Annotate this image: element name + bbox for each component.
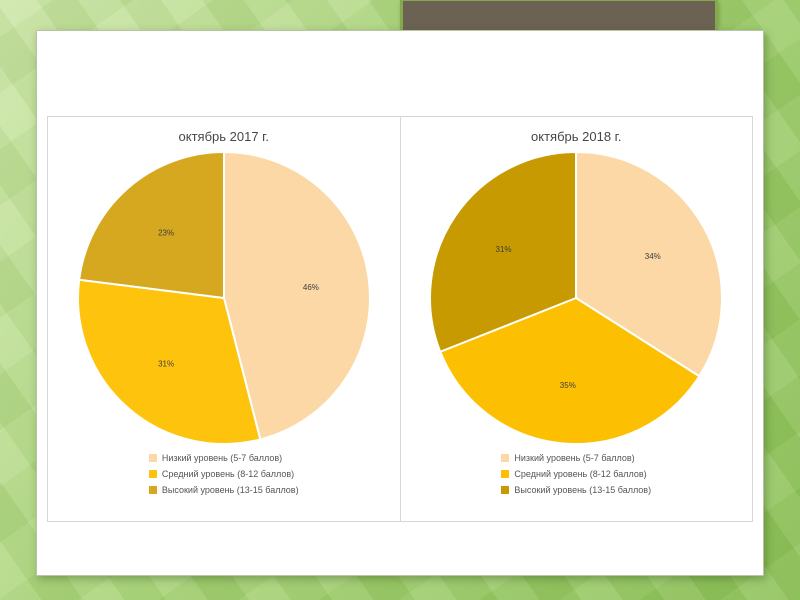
chart-legend-2018: Низкий уровень (5-7 баллов) Средний уров… (501, 450, 651, 498)
legend-swatch-low (501, 454, 510, 462)
pie-slice-1 (76, 278, 262, 445)
legend-swatch-low (148, 454, 157, 462)
pie-data-label: 34% (645, 252, 661, 261)
pie-slice-2 (429, 151, 578, 353)
legend-swatch-high (501, 486, 510, 494)
legend-item: Низкий уровень (5-7 баллов) (501, 450, 651, 466)
legend-swatch-high (148, 486, 157, 494)
pie-data-label: 31% (158, 360, 174, 369)
legend-item: Средний уровень (8-12 баллов) (501, 466, 651, 482)
legend-label-high: Высокий уровень (13-15 баллов) (161, 485, 299, 495)
legend-item: Низкий уровень (5-7 баллов) (148, 450, 299, 466)
legend-swatch-mid (501, 470, 510, 478)
legend-swatch-mid (148, 470, 157, 478)
pie-data-label: 35% (560, 381, 576, 390)
pie-data-label: 46% (303, 283, 319, 292)
chart-panel-2018: октябрь 2018 г. 34% 35% 31% Низкий уровень… (399, 117, 753, 521)
chart-legend-2017: Низкий уровень (5-7 баллов) Средний уров… (148, 450, 299, 498)
legend-label-high: Высокий уровень (13-15 баллов) (514, 485, 652, 495)
slide-surface: октябрь 2017 г. 46% 31% 23% Низкий уровень… (36, 30, 764, 576)
legend-label-mid: Средний уровень (8-12 баллов) (514, 469, 647, 479)
charts-container: октябрь 2017 г. 46% 31% 23% Низкий уровень… (47, 116, 753, 522)
chart-title-2017: октябрь 2017 г. (178, 129, 269, 144)
legend-item: Высокий уровень (13-15 баллов) (148, 482, 299, 498)
pie-slice-2 (77, 151, 225, 299)
chart-panel-2017: октябрь 2017 г. 46% 31% 23% Низкий уровень… (48, 117, 400, 521)
legend-label-mid: Средний уровень (8-12 баллов) (161, 469, 295, 479)
pie-slice-1 (439, 297, 701, 445)
legend-label-low: Низкий уровень (5-7 баллов) (161, 453, 283, 463)
pie-chart-2017: 46% 31% 23% (76, 151, 371, 445)
chart-title-2018: октябрь 2018 г. (531, 129, 622, 144)
pie-slice-0 (222, 151, 371, 441)
pie-data-label: 23% (158, 228, 174, 237)
legend-item: Высокий уровень (13-15 баллов) (501, 482, 651, 498)
pie-data-label: 31% (496, 245, 512, 254)
pie-chart-2018: 34% 35% 31% (429, 151, 724, 445)
legend-item: Средний уровень (8-12 баллов) (148, 466, 299, 482)
legend-label-low: Низкий уровень (5-7 баллов) (514, 453, 635, 463)
